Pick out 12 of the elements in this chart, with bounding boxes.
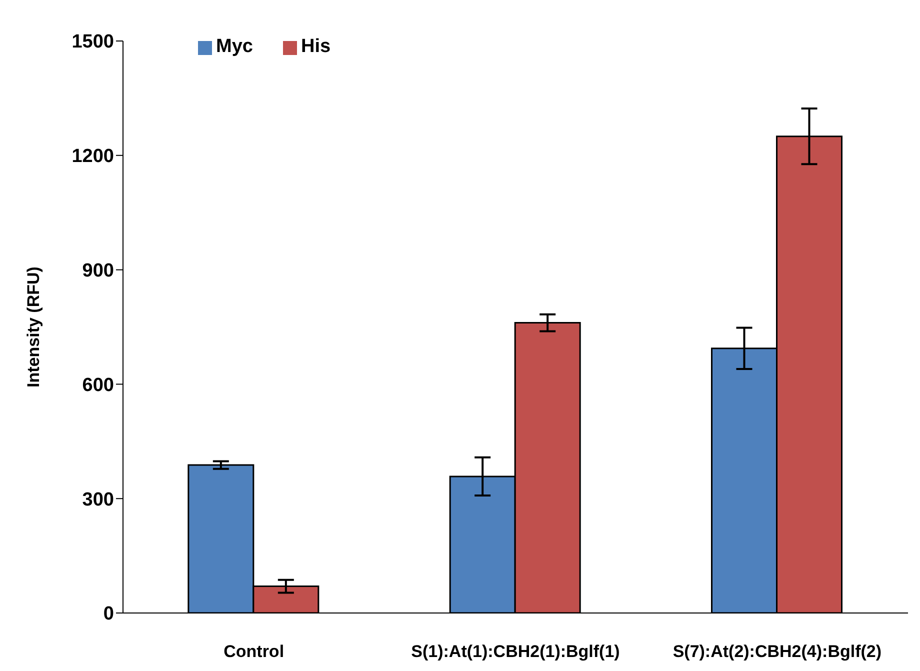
x-tick-label: S(1):At(1):CBH2(1):Bglf(1): [411, 642, 620, 662]
y-tick-label: 300: [82, 489, 114, 510]
y-tick-label: 0: [103, 604, 114, 625]
y-tick-label: 1500: [72, 32, 114, 53]
y-tick-label: 900: [82, 260, 114, 282]
legend-label: His: [300, 36, 331, 57]
y-tick-label: 1200: [72, 146, 114, 168]
legend-label: Myc: [216, 36, 253, 57]
x-tick-label: S(7):At(2):CBH2(4):Bglf(2): [672, 642, 882, 662]
y-axis-title: Intensity (RFU): [24, 266, 44, 388]
x-tick-label: Control: [224, 642, 284, 662]
y-tick-label: 600: [82, 374, 114, 396]
